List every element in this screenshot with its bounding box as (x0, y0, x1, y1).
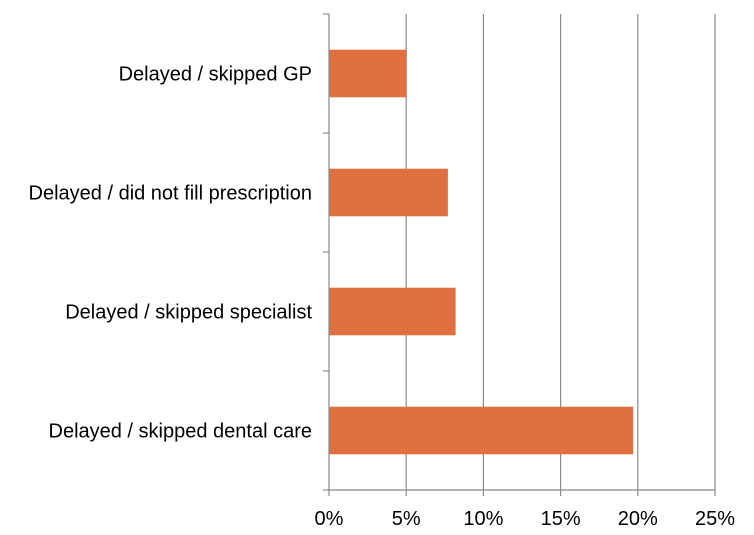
labels: 0% 5% 10% 15% 20% 25% Delayed / skipped GP Dela… (29, 64, 736, 531)
category-label: Delayed / skipped dental care (49, 421, 313, 443)
bar (329, 49, 407, 98)
x-tick-label: 10% (463, 508, 503, 530)
category-label: Delayed / skipped GP (119, 64, 312, 86)
bars (329, 49, 634, 455)
x-tick-label: 20% (618, 508, 658, 530)
x-tick-label: 15% (541, 508, 581, 530)
category-label: Delayed / skipped specialist (65, 302, 312, 324)
x-tick-label: 0% (315, 508, 344, 530)
x-tick-label: 25% (695, 508, 735, 530)
bar (329, 287, 456, 336)
category-label: Delayed / did not fill prescription (29, 183, 312, 205)
axes (323, 13, 716, 496)
bar (329, 168, 448, 217)
bar (329, 406, 634, 455)
x-tick-label: 5% (392, 508, 421, 530)
